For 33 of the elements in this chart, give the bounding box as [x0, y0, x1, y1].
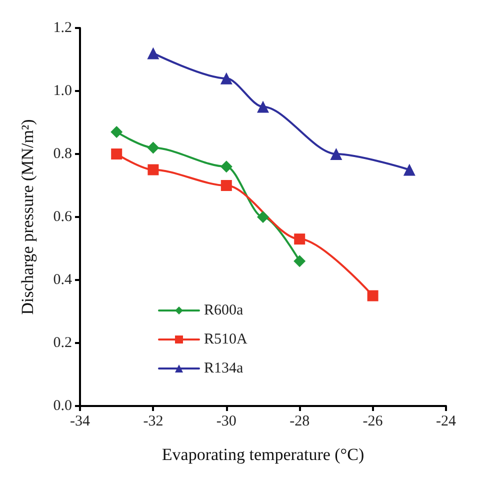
x-tick-label: -26 — [362, 414, 384, 430]
point — [257, 211, 269, 223]
y-tick-label: 1.0 — [53, 83, 72, 99]
point — [257, 100, 269, 113]
legend-label: R510A — [204, 332, 248, 348]
legend-label: R600a — [204, 302, 244, 318]
point — [294, 255, 306, 268]
y-tick-label: 0.4 — [53, 272, 72, 288]
point — [330, 148, 342, 160]
x-axis-title: Evaporating temperature (°C) — [162, 445, 364, 464]
y-tick-label: 0.0 — [53, 398, 72, 414]
point — [294, 234, 306, 245]
point — [147, 142, 160, 154]
point — [220, 72, 232, 84]
x-tick-label: -32 — [143, 414, 164, 430]
point — [220, 180, 232, 191]
x-tick-label: -24 — [436, 414, 456, 430]
y-tick-label: 0.6 — [53, 209, 72, 225]
point — [367, 290, 378, 302]
x-tick-label: -34 — [70, 414, 90, 430]
point — [111, 148, 122, 160]
legend-label: R134a — [204, 360, 244, 376]
point — [148, 164, 159, 176]
point — [220, 160, 232, 173]
y-tick-label: 1.2 — [53, 20, 72, 36]
y-tick-label: 0.2 — [53, 335, 72, 351]
x-tick-label: -30 — [216, 414, 236, 430]
point — [147, 47, 160, 60]
x-tick-label: -28 — [290, 414, 310, 430]
y-tick-label: 0.8 — [53, 146, 72, 162]
point — [110, 126, 123, 138]
point — [403, 164, 416, 176]
y-axis-title: Discharge pressure (MN/m²) — [18, 119, 37, 315]
